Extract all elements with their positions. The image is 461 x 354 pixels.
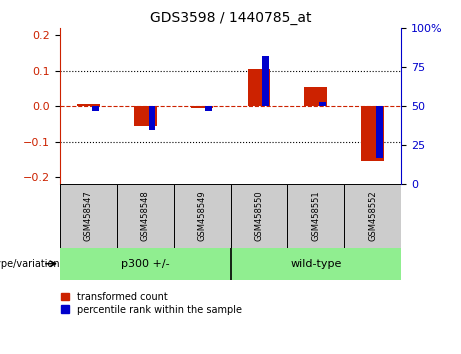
Bar (361, 106, 384, 161)
Bar (77, 104, 100, 106)
Bar (92, 106, 99, 111)
Text: wild-type: wild-type (290, 259, 342, 269)
Bar (376, 106, 383, 158)
Bar (287, 184, 344, 248)
Text: GSM458547: GSM458547 (84, 190, 93, 241)
Text: GSM458551: GSM458551 (311, 190, 320, 241)
Text: genotype/variation: genotype/variation (0, 259, 60, 269)
Bar (344, 184, 401, 248)
Bar (60, 248, 230, 280)
Bar (230, 184, 287, 248)
Bar (191, 106, 213, 108)
Bar (134, 106, 157, 126)
Bar (230, 248, 401, 280)
Title: GDS3598 / 1440785_at: GDS3598 / 1440785_at (150, 11, 311, 24)
Text: GSM458548: GSM458548 (141, 190, 150, 241)
Bar (319, 102, 326, 106)
Bar (117, 184, 174, 248)
Text: p300 +/-: p300 +/- (121, 259, 170, 269)
Text: GSM458549: GSM458549 (198, 190, 207, 241)
Bar (304, 87, 327, 106)
Text: GSM458552: GSM458552 (368, 190, 377, 241)
Bar (206, 106, 213, 111)
Bar (148, 106, 155, 130)
Legend: transformed count, percentile rank within the sample: transformed count, percentile rank withi… (61, 292, 242, 314)
Bar (262, 56, 269, 106)
Text: GSM458550: GSM458550 (254, 190, 263, 241)
Bar (60, 184, 117, 248)
Bar (174, 184, 230, 248)
Bar (248, 69, 270, 106)
